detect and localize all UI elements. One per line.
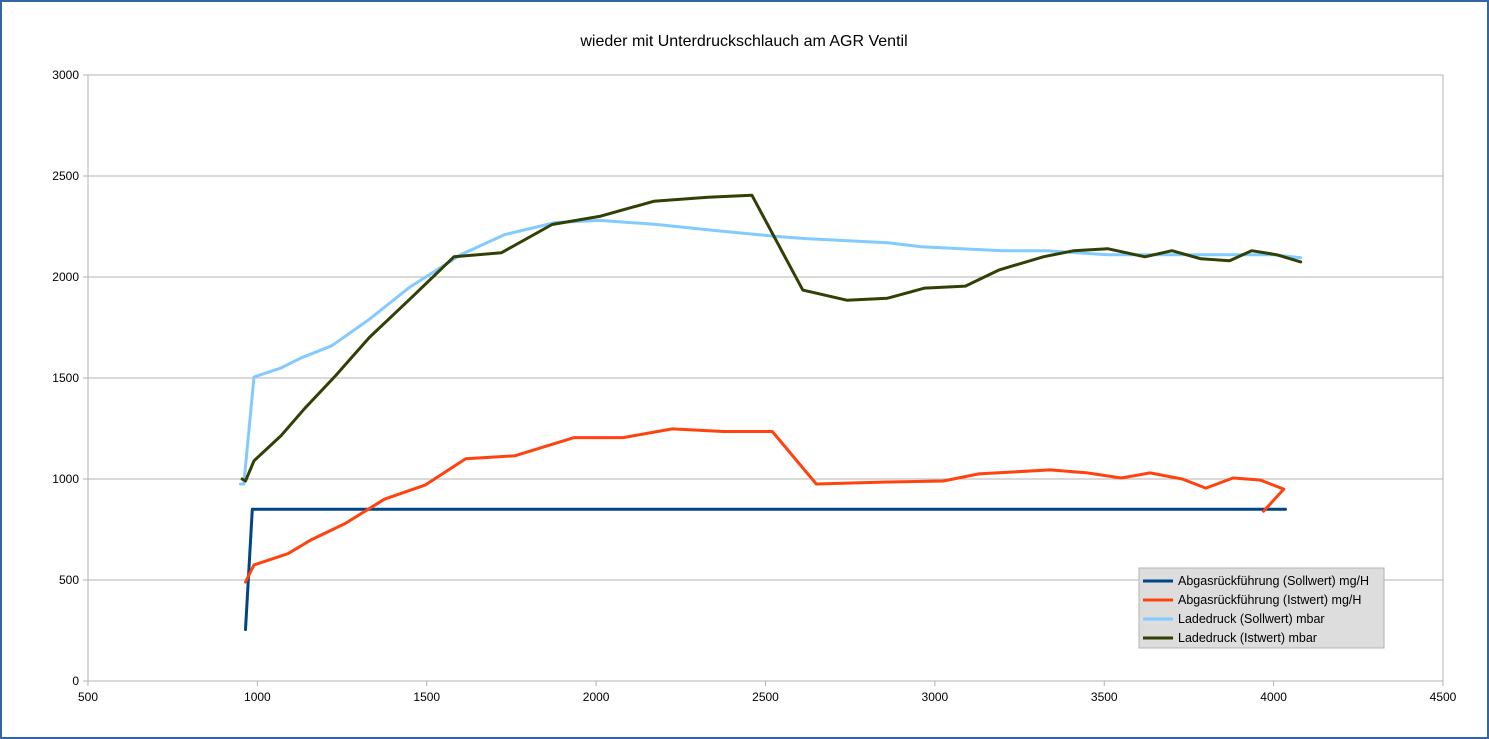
x-tick-label: 1000 xyxy=(244,690,271,704)
legend-box xyxy=(1138,567,1385,649)
y-tick-label: 2500 xyxy=(52,169,79,183)
series-line-4 xyxy=(240,193,1303,483)
y-tick-label: 1000 xyxy=(52,472,79,486)
series-line-2 xyxy=(244,427,1286,584)
legend: Abgasrückführung (Sollwert) mg/H Abgasrüc… xyxy=(1138,567,1385,649)
x-tick-label: 4500 xyxy=(1430,690,1457,704)
plot-area-border xyxy=(87,74,1444,682)
tick-labels: 0 500 1000 1500 2000 2500 3000 500 1000 1500 2000 2… xyxy=(52,68,1456,704)
y-tick-label: 3000 xyxy=(52,68,79,82)
series-line-3 xyxy=(238,218,1303,486)
y-tick-label: 1500 xyxy=(52,371,79,385)
x-tick-label: 4000 xyxy=(1260,690,1287,704)
x-tick-label: 500 xyxy=(78,690,98,704)
y-tick-label: 500 xyxy=(59,573,79,587)
y-tick-label: 0 xyxy=(72,674,79,688)
x-tick-label: 3000 xyxy=(922,690,949,704)
x-tick-label: 1500 xyxy=(413,690,440,704)
legend-label-1: Abgasrückführung (Sollwert) mg/H xyxy=(1178,574,1369,588)
legend-label-4: Ladedruck (Istwert) mbar xyxy=(1178,631,1317,645)
x-tick-label: 3500 xyxy=(1091,690,1118,704)
y-tick-label: 2000 xyxy=(52,270,79,284)
series-lines xyxy=(238,193,1303,631)
legend-label-3: Ladedruck (Sollwert) mbar xyxy=(1178,612,1325,626)
chart-title: wieder mit Unterdruckschlauch am AGR Ven… xyxy=(579,33,907,50)
legend-label-2: Abgasrückführung (Istwert) mg/H xyxy=(1178,593,1361,607)
series-line-1 xyxy=(244,507,1287,631)
axes xyxy=(83,74,1444,686)
x-tick-label: 2500 xyxy=(752,690,779,704)
x-tick-label: 2000 xyxy=(583,690,610,704)
